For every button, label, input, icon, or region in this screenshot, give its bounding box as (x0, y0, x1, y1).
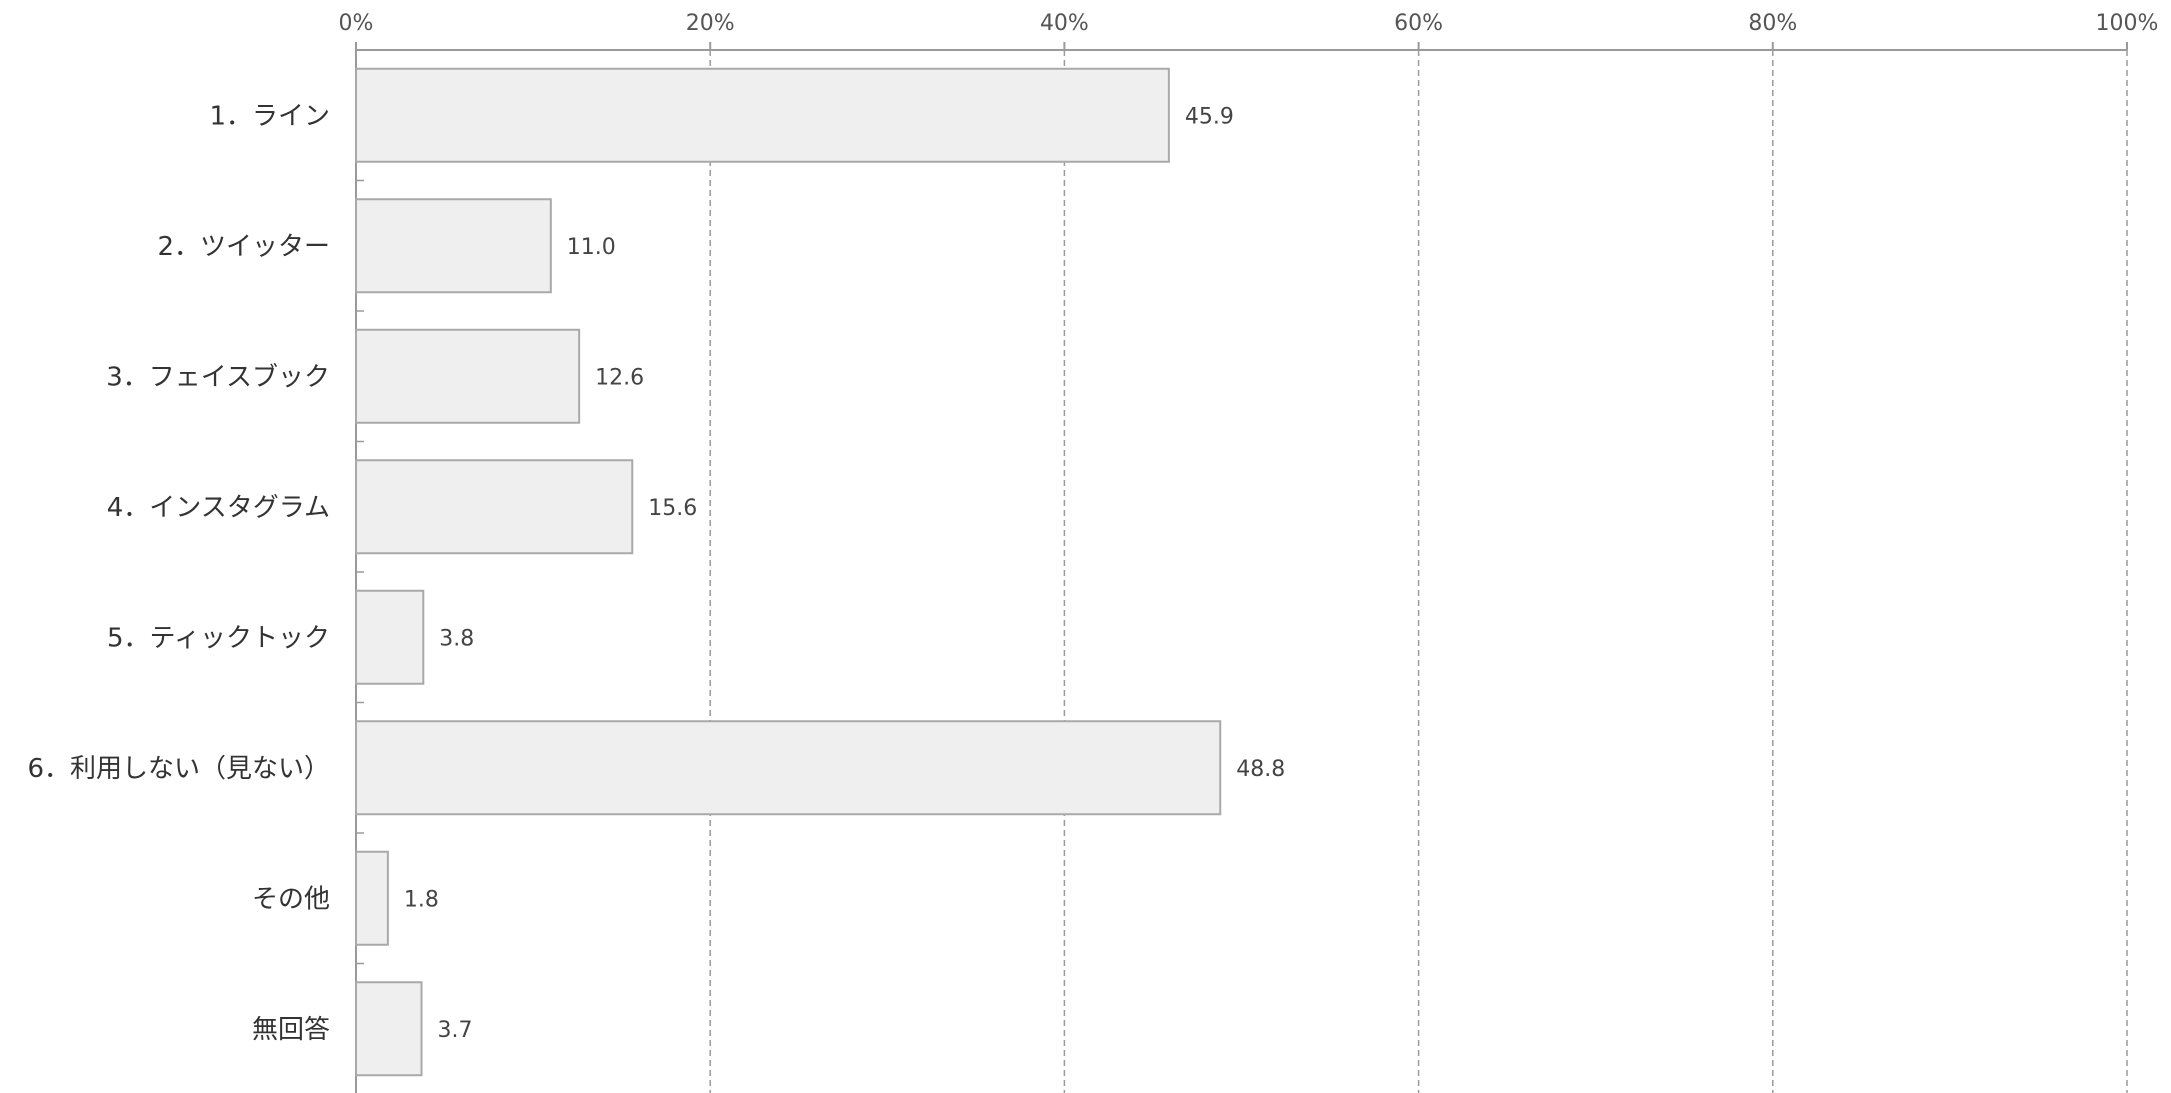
bar (355, 198, 552, 294)
x-tick-label: 20% (686, 11, 735, 36)
x-tick-label: 100% (2096, 11, 2159, 36)
bar (355, 589, 425, 685)
grid-layer (709, 50, 2128, 1093)
category-label: 5．ティックトック (107, 623, 330, 653)
data-label: 1.8 (404, 887, 439, 912)
data-label: 15.6 (648, 496, 697, 521)
data-label: 48.8 (1236, 757, 1285, 782)
bar (355, 981, 423, 1077)
bar-layer (355, 67, 1222, 1077)
data-label: 3.8 (439, 626, 474, 651)
x-tick-label: 40% (1040, 11, 1089, 36)
category-label: 2．ツイッター (157, 232, 330, 262)
label-layer: 0% 20% 40% 60% 80% 100% 1．ライン 45.9 2．ツイッター 11.0 3．… (27, 11, 2158, 1045)
bar (355, 67, 1170, 163)
x-tick-label: 60% (1394, 11, 1443, 36)
category-label: 6．利用しない（見ない） (27, 754, 330, 784)
axis-layer (355, 42, 2128, 1093)
data-label: 11.0 (567, 235, 616, 260)
data-label: 3.7 (438, 1018, 473, 1043)
x-tick-label: 0% (339, 11, 374, 36)
bar (355, 328, 581, 424)
category-label: 1．ライン (209, 101, 330, 131)
bar (355, 459, 634, 555)
bar (355, 850, 389, 946)
x-tick-label: 80% (1748, 11, 1797, 36)
category-label: その他 (252, 884, 330, 914)
category-label: 無回答 (252, 1015, 330, 1045)
data-label: 45.9 (1185, 104, 1234, 129)
category-label: 4．インスタグラム (107, 493, 330, 523)
category-label: 3．フェイスブック (106, 362, 330, 392)
bar (355, 720, 1222, 816)
data-label: 12.6 (595, 365, 644, 390)
